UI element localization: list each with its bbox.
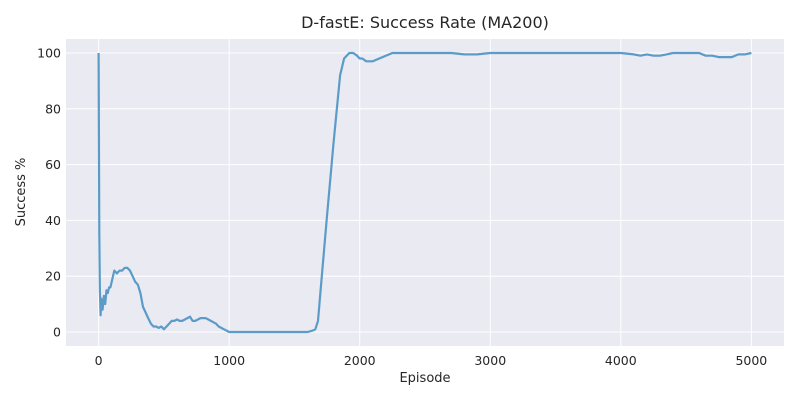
y-tick-label: 20 bbox=[45, 269, 61, 284]
x-tick-label: 1000 bbox=[213, 353, 245, 368]
y-tick-label: 100 bbox=[37, 45, 61, 60]
series-line bbox=[97, 51, 752, 334]
y-tick-label: 40 bbox=[45, 213, 61, 228]
series-layer bbox=[97, 51, 752, 334]
y-axis-label: Success % bbox=[14, 158, 29, 227]
x-tick-label: 0 bbox=[95, 353, 103, 368]
y-tick-label: 60 bbox=[45, 157, 61, 172]
x-tick-label: 5000 bbox=[735, 353, 767, 368]
chart-title: D-fastE: Success Rate (MA200) bbox=[301, 13, 549, 32]
y-tick-label: 80 bbox=[45, 101, 61, 116]
x-tick-label: 3000 bbox=[474, 353, 506, 368]
y-tick-label: 0 bbox=[53, 325, 61, 340]
grid-lines bbox=[66, 39, 784, 346]
tick-labels: 0 1000 2000 3000 4000 5000 0 20 40 60 80 100 bbox=[37, 45, 767, 368]
x-axis-label: Episode bbox=[399, 371, 450, 386]
x-tick-label: 4000 bbox=[605, 353, 637, 368]
x-tick-label: 2000 bbox=[344, 353, 376, 368]
plot-area bbox=[66, 39, 784, 346]
